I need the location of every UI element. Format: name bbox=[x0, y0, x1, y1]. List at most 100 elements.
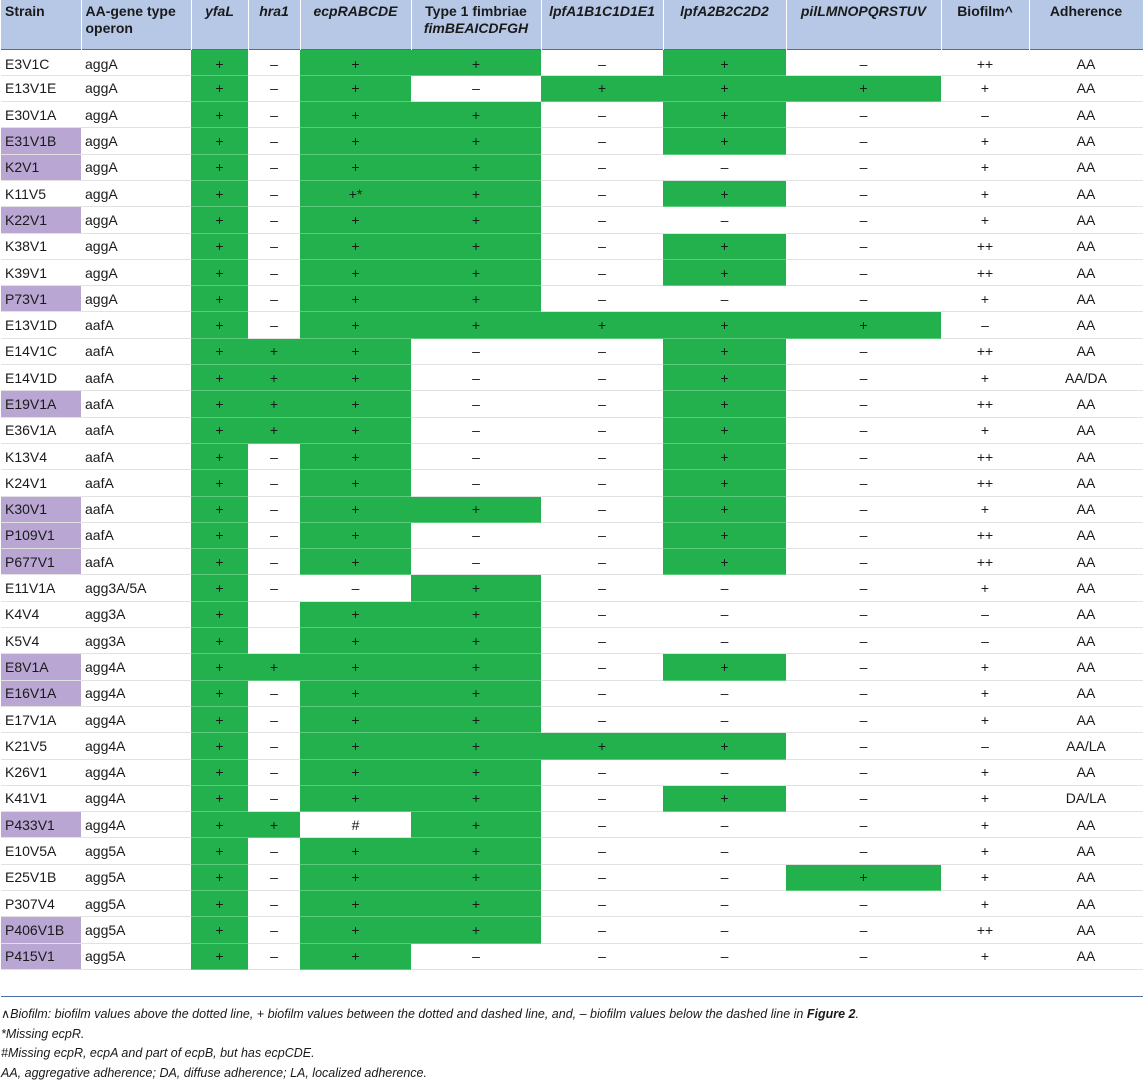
adherence-cell: AA bbox=[1029, 522, 1143, 550]
biofilm-cell: + bbox=[941, 154, 1029, 181]
operon-cell: aafA bbox=[81, 338, 191, 366]
operon-cell: agg5A bbox=[81, 943, 191, 970]
operon-cell: agg5A bbox=[81, 890, 191, 918]
header-lpf2: lpfA2B2C2D2 bbox=[663, 0, 787, 49]
lpf2-cell: – bbox=[663, 916, 786, 944]
yfal-cell: + bbox=[191, 154, 248, 181]
type1-cell: – bbox=[411, 390, 541, 418]
lpf1-cell: – bbox=[541, 469, 663, 497]
adherence-cell: AA bbox=[1029, 574, 1143, 602]
ecp-cell: + bbox=[300, 890, 411, 918]
yfal-cell: + bbox=[191, 890, 248, 918]
lpf1-cell: – bbox=[541, 49, 663, 76]
ecp-cell: + bbox=[300, 864, 411, 892]
adherence-cell: AA bbox=[1029, 864, 1143, 892]
lpf1-cell: – bbox=[541, 285, 663, 313]
yfal-cell: + bbox=[191, 601, 248, 629]
table-row: P415V1 agg5A + – + – – – – + AA bbox=[1, 943, 1143, 970]
pil-cell: – bbox=[786, 811, 941, 839]
table-row: P109V1 aafA + – + – – + – ++ AA bbox=[1, 522, 1143, 550]
type1-cell: + bbox=[411, 864, 541, 892]
operon-cell: aggA bbox=[81, 127, 191, 155]
operon-cell: aafA bbox=[81, 522, 191, 550]
ecp-cell: + bbox=[300, 837, 411, 865]
hra1-cell: – bbox=[248, 75, 300, 103]
strain-cell: E36V1A bbox=[1, 417, 81, 444]
pil-cell: + bbox=[786, 311, 941, 339]
hra1-cell: – bbox=[248, 890, 300, 918]
strain-cell: E13V1D bbox=[1, 311, 81, 339]
biofilm-cell: ++ bbox=[941, 443, 1029, 471]
biofilm-cell: ++ bbox=[941, 390, 1029, 418]
pil-cell: – bbox=[786, 785, 941, 813]
biofilm-cell: + bbox=[941, 75, 1029, 103]
strain-cell: P433V1 bbox=[1, 811, 81, 839]
lpf1-cell: – bbox=[541, 837, 663, 865]
ecp-cell: + bbox=[300, 127, 411, 155]
type1-cell: + bbox=[411, 180, 541, 208]
ecp-cell: + bbox=[300, 154, 411, 181]
table-row: E31V1B aggA + – + + – + – + AA bbox=[1, 127, 1143, 155]
ecp-cell: + bbox=[300, 469, 411, 497]
hra1-cell: – bbox=[248, 206, 300, 234]
header-yfal: yfaL bbox=[191, 0, 249, 49]
pil-cell: – bbox=[786, 837, 941, 865]
pil-cell: – bbox=[786, 417, 941, 444]
table-row: K2V1 aggA + – + + – – – + AA bbox=[1, 154, 1143, 181]
table-row: E8V1A agg4A + + + + – + – + AA bbox=[1, 653, 1143, 681]
adherence-cell: AA bbox=[1029, 548, 1143, 576]
yfal-cell: + bbox=[191, 469, 248, 497]
biofilm-cell: + bbox=[941, 680, 1029, 707]
strain-cell: E16V1A bbox=[1, 680, 81, 707]
ecp-cell: + bbox=[300, 417, 411, 444]
operon-cell: aafA bbox=[81, 364, 191, 392]
operon-cell: aggA bbox=[81, 75, 191, 103]
biofilm-cell: + bbox=[941, 285, 1029, 313]
lpf2-cell: + bbox=[663, 522, 786, 550]
biofilm-cell: ++ bbox=[941, 548, 1029, 576]
operon-cell: aggA bbox=[81, 233, 191, 260]
strain-cell: K2V1 bbox=[1, 154, 81, 181]
biofilm-cell: + bbox=[941, 811, 1029, 839]
strain-cell: P307V4 bbox=[1, 890, 81, 918]
adherence-cell: AA bbox=[1029, 127, 1143, 155]
table-row: E36V1A aafA + + + – – + – + AA bbox=[1, 417, 1143, 444]
yfal-cell: + bbox=[191, 837, 248, 865]
type1-cell: – bbox=[411, 522, 541, 550]
lpf2-cell: – bbox=[663, 706, 786, 734]
yfal-cell: + bbox=[191, 732, 248, 760]
ecp-cell: + bbox=[300, 390, 411, 418]
adherence-cell: AA bbox=[1029, 496, 1143, 523]
pil-cell: – bbox=[786, 653, 941, 681]
yfal-cell: + bbox=[191, 680, 248, 707]
table-row: E10V5A agg5A + – + + – – – + AA bbox=[1, 837, 1143, 865]
adherence-cell: AA bbox=[1029, 469, 1143, 497]
yfal-cell: + bbox=[191, 206, 248, 234]
lpf1-cell: – bbox=[541, 811, 663, 839]
header-ecp: ecpRABCDE bbox=[300, 0, 412, 49]
type1-cell: – bbox=[411, 364, 541, 392]
pil-cell: – bbox=[786, 259, 941, 287]
adherence-cell: AA bbox=[1029, 206, 1143, 234]
lpf1-cell: – bbox=[541, 627, 663, 655]
biofilm-cell: ++ bbox=[941, 522, 1029, 550]
yfal-cell: + bbox=[191, 759, 248, 786]
header-aa-gene-operon: AA-gene type operon bbox=[81, 0, 192, 49]
type1-cell: + bbox=[411, 916, 541, 944]
biofilm-cell: + bbox=[941, 759, 1029, 786]
lpf2-cell: – bbox=[663, 154, 786, 181]
lpf1-cell: – bbox=[541, 206, 663, 234]
ecp-cell: + bbox=[300, 338, 411, 366]
biofilm-cell: – bbox=[941, 601, 1029, 629]
strain-gene-table: Strain AA-gene type operon yfaL hra1 ecpR… bbox=[1, 0, 1144, 970]
type1-cell: + bbox=[411, 890, 541, 918]
table-row: E13V1D aafA + – + + + + + – AA bbox=[1, 311, 1143, 339]
lpf2-cell: – bbox=[663, 627, 786, 655]
yfal-cell: + bbox=[191, 338, 248, 366]
header-hra1: hra1 bbox=[248, 0, 301, 49]
adherence-cell: AA bbox=[1029, 417, 1143, 444]
biofilm-cell: – bbox=[941, 311, 1029, 339]
lpf2-cell: + bbox=[663, 75, 786, 103]
type1-cell: + bbox=[411, 233, 541, 260]
